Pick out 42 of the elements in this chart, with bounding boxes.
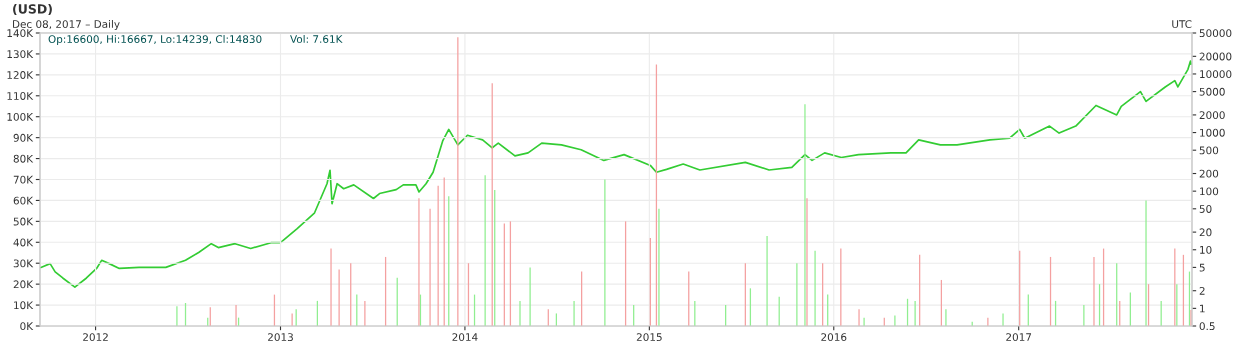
y-tick-label: 90K	[13, 133, 34, 142]
y2-tick-label: 100	[1200, 187, 1219, 196]
y-tick-label: 110K	[7, 92, 34, 100]
y-tick-label: 120K	[7, 71, 34, 79]
y-tick-label: 70K	[13, 175, 34, 184]
y2-tick-label: 10	[1200, 245, 1212, 254]
y2-tick-label: 20000	[1199, 52, 1232, 61]
y-tick-label: 30K	[13, 259, 34, 268]
y-tick-label: 0K	[20, 322, 34, 331]
y2-tick-label: 20	[1199, 228, 1212, 237]
x-tick-label: 2013	[268, 333, 293, 342]
x-tick-label: 2017	[1006, 333, 1032, 342]
chart-subtitle: Dec 08, 2017 – Daily	[13, 19, 120, 31]
x-tick-label: 2014	[452, 333, 478, 342]
y2-tick-label: 5	[1199, 263, 1205, 272]
y2-tick-label: 200	[1199, 169, 1219, 178]
y2-tick-label: 0.5	[1199, 322, 1215, 331]
y-tick-label: 100K	[7, 112, 34, 121]
annotation: Op:16600, Hi:16667, Lo:14239, Cl:14830	[48, 34, 262, 46]
x-tick-label: 2012	[83, 333, 108, 342]
text: UTC	[1172, 20, 1192, 29]
y-tick-label: 130K	[7, 50, 34, 59]
annotation: Vol: 7.61K	[290, 34, 343, 44]
y2-tick-label: 5000	[1199, 87, 1225, 96]
y-tick-label: 50K	[13, 217, 34, 226]
y-tick-label: 80K	[13, 154, 34, 163]
y2-tick-label: 50	[1199, 205, 1212, 213]
y2-tick-label: 1	[1200, 304, 1205, 313]
y-tick-label: 60K	[13, 196, 34, 205]
y2-tick-label: 2	[1199, 286, 1205, 295]
y-tick-label: 140K	[7, 29, 34, 38]
y2-tick-label: 2000	[1199, 111, 1225, 120]
y-tick-label: 40K	[13, 238, 34, 247]
x-tick-label: 2016	[821, 333, 847, 342]
chart-title: (USD)	[13, 3, 52, 16]
y-tick-label: 10K	[14, 301, 34, 310]
y2-tick-label: 10000	[1200, 70, 1232, 79]
x-tick-label: 2015	[636, 333, 662, 342]
y2-tick-label: 1000	[1200, 128, 1225, 137]
y-tick-label: 20K	[13, 280, 34, 289]
y2-tick-label: 50000	[1199, 29, 1232, 38]
y2-tick-label: 500	[1199, 146, 1219, 155]
